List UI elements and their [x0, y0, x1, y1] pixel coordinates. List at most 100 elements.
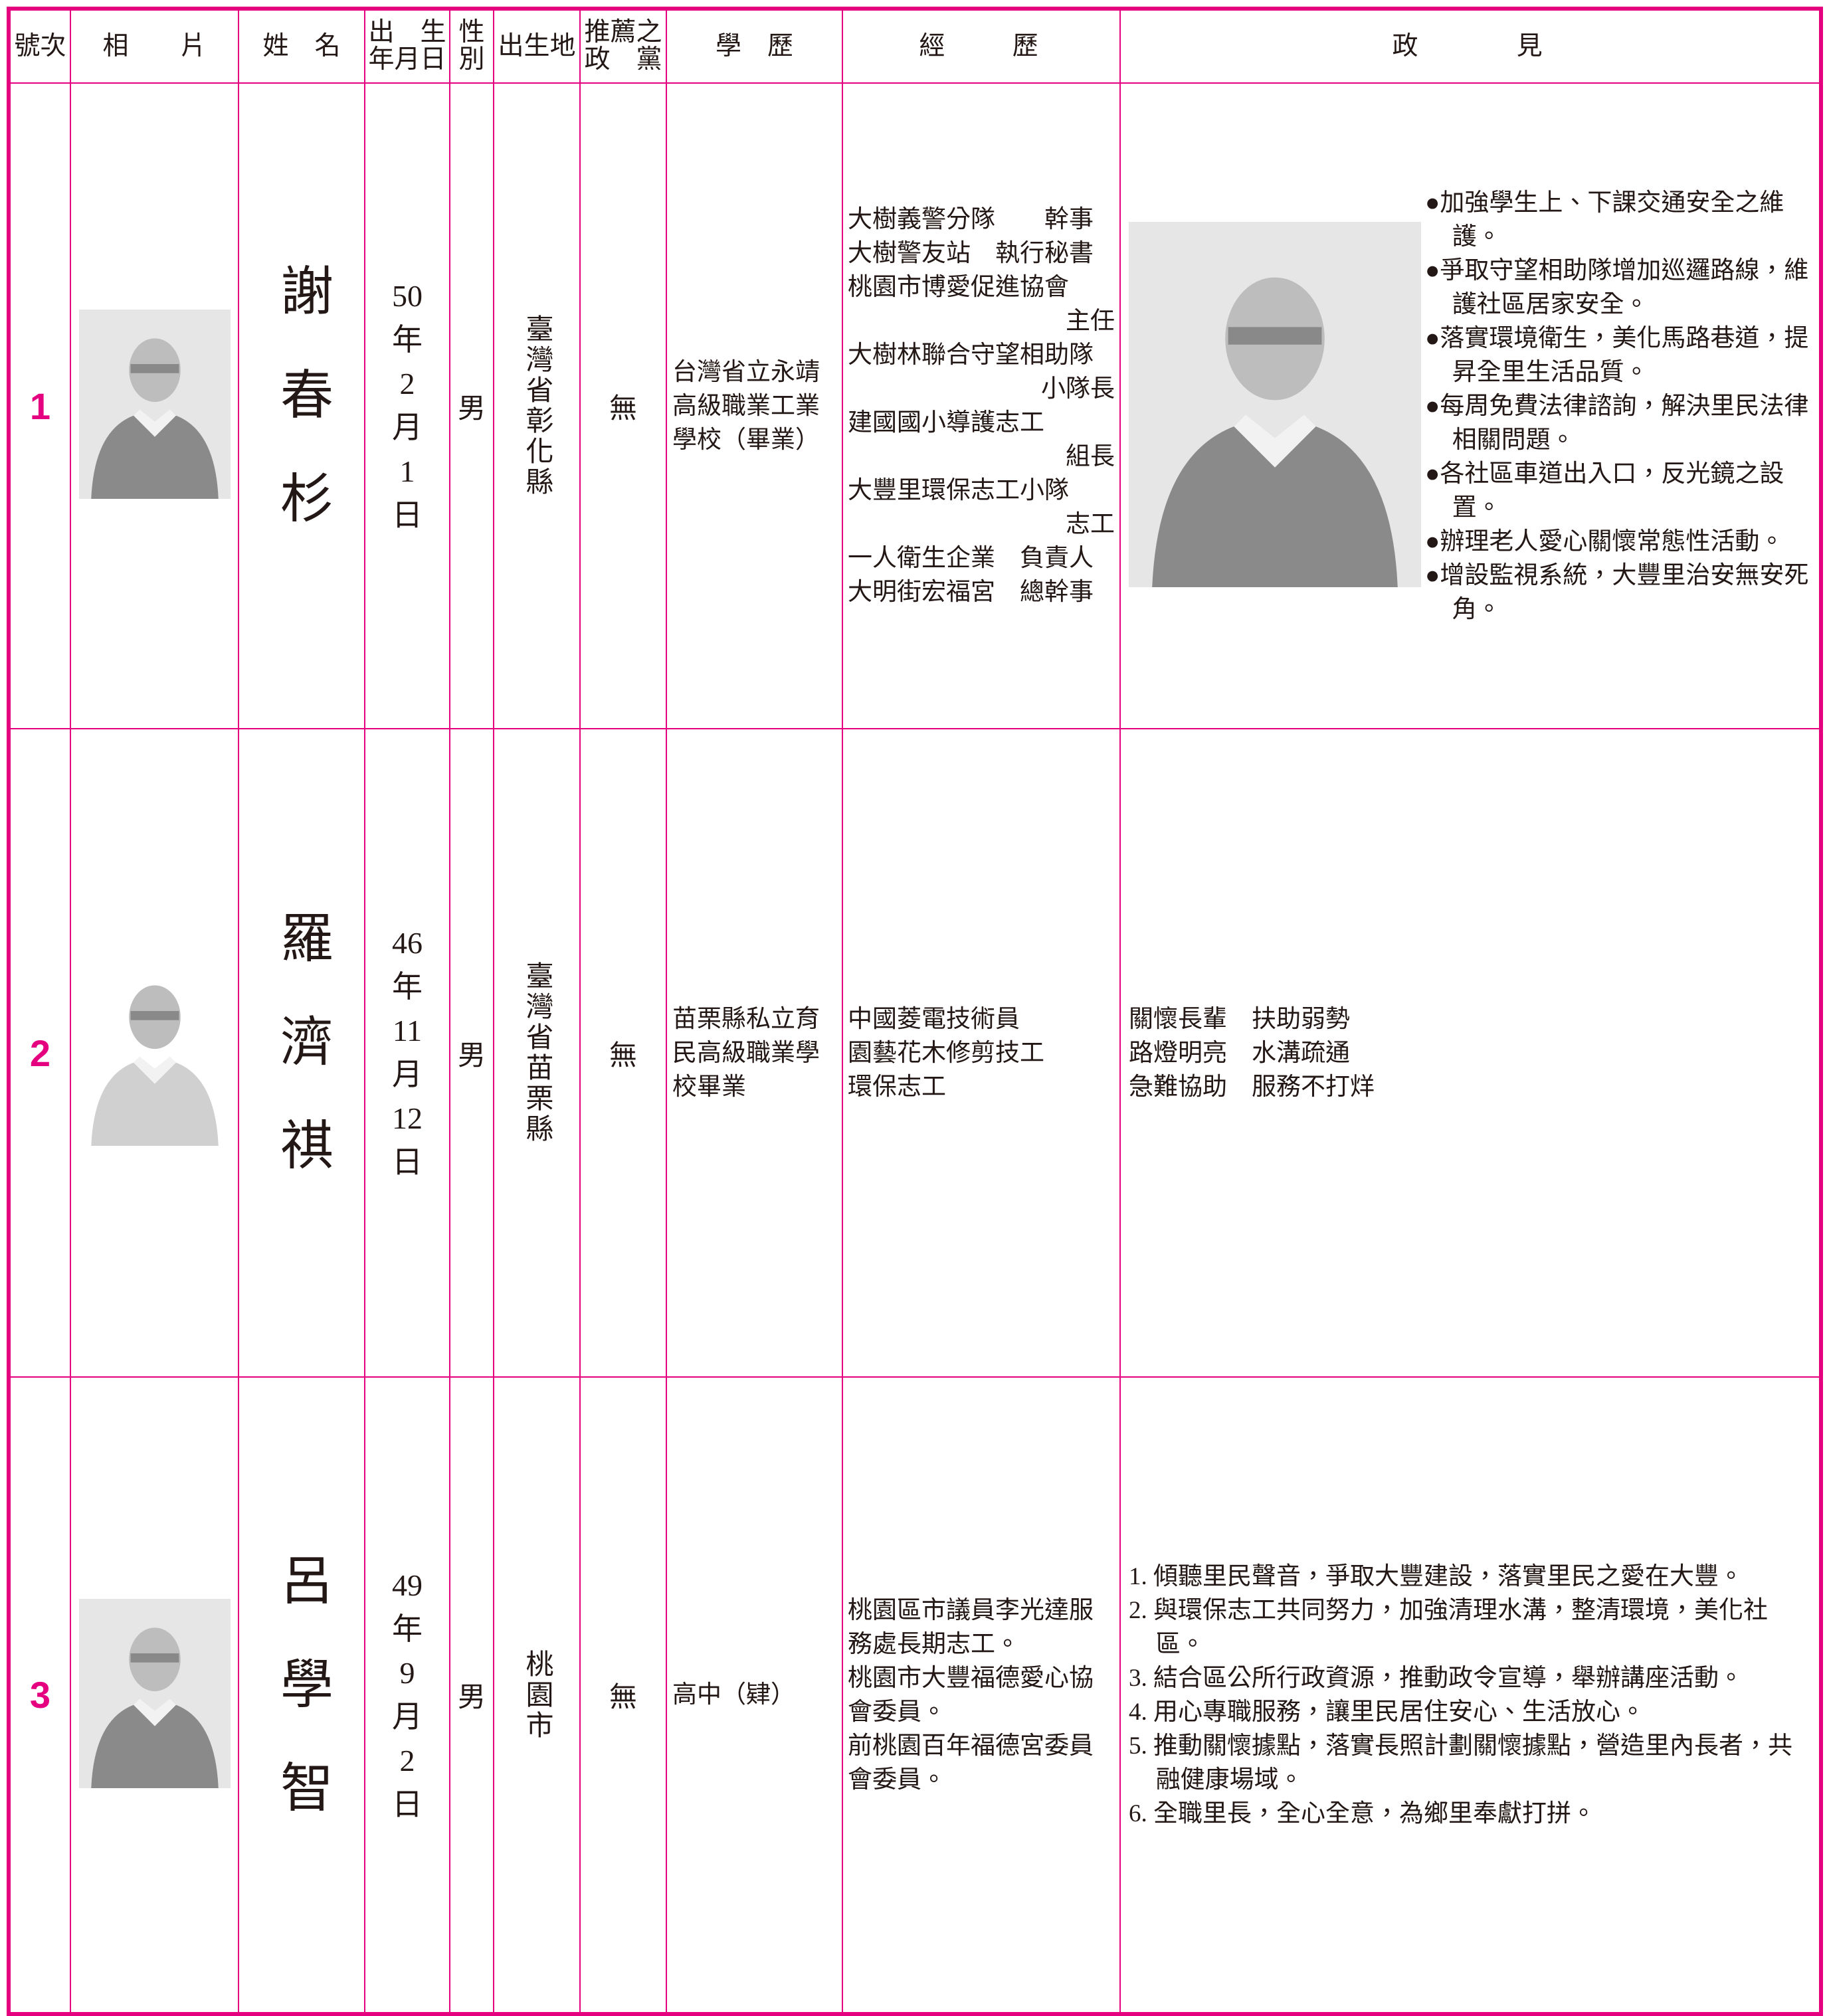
birth-part: 11	[392, 1014, 423, 1048]
gender: 男	[449, 728, 494, 1378]
education: 苗栗縣私立育民高級職業學校畢業	[666, 728, 843, 1378]
column-header: 出 生 年月日	[364, 8, 450, 84]
birthplace: 臺灣省苗栗縣	[522, 961, 552, 1145]
column-header: 推薦之 政 黨	[579, 8, 667, 84]
birthplace-cell: 桃園市	[493, 1376, 581, 2015]
candidate-row: 2 羅濟祺 46 年 11 月 12 日男臺灣省苗栗縣無苗栗縣私立育民高級職業學校畢業 中國菱電…	[8, 728, 1822, 1378]
policy-item: 1. 傾聽里民聲音，爭取大豐建設，落實里民之愛在大豐。	[1129, 1562, 1743, 1590]
photo-cell	[70, 728, 239, 1378]
policy-text: ●加強學生上、下課交通安全之維護。 ●爭取守望相助隊增加巡邏路線，維護社區居家安全…	[1425, 186, 1812, 626]
birth-part: 46	[392, 926, 423, 960]
experience-line: 建國國小導護志工	[848, 409, 1044, 436]
birthplace-cell: 臺灣省彰化縣	[493, 82, 581, 729]
birth-part: 年	[392, 323, 423, 357]
experience-line: 一人衛生企業 負責人	[848, 545, 1094, 572]
column-header: 出生地	[493, 8, 581, 84]
birth-cell: 49 年 9 月 2 日	[364, 1376, 450, 2015]
column-header: 號次	[8, 8, 71, 84]
photo	[1129, 221, 1421, 587]
birth-part: 2	[399, 1743, 415, 1778]
education: 台灣省立永靖高級職業工業學校（畢業）	[666, 82, 843, 729]
experience-line: 桃園市博愛促進協會	[848, 274, 1069, 301]
name-cell: 羅濟祺	[238, 728, 365, 1378]
policy-cell: ●加強學生上、下課交通安全之維護。 ●爭取守望相助隊增加巡邏路線，維護社區居家安全…	[1119, 82, 1822, 729]
education: 高中（肄）	[666, 1376, 843, 2015]
birth-part: 49	[392, 1568, 423, 1602]
name: 羅濟祺	[272, 910, 331, 1221]
gender: 男	[449, 82, 494, 729]
policy-wrap: 1. 傾聽里民聲音，爭取大豐建設，落實里民之愛在大豐。 2. 與環保志工共同努力，…	[1121, 1560, 1819, 1831]
policy-cell: 1. 傾聽里民聲音，爭取大豐建設，落實里民之愛在大豐。 2. 與環保志工共同努力，…	[1119, 1376, 1822, 2015]
column-header: 相 片	[70, 8, 239, 84]
policy-item: 6. 全職里長，全心全意，為鄉里奉獻打拼。	[1129, 1799, 1596, 1827]
experience-cell: 中國菱電技術員 園藝花木修剪技工 環保志工	[842, 728, 1121, 1378]
candidate-row: 3 呂學智 49 年 9 月 2 日男桃園市無高中（肄） 桃園區市議員李光達服務處長期志工。 桃園…	[8, 1376, 1822, 2015]
campaign-photo	[1129, 175, 1421, 637]
birth-part: 9	[399, 1655, 415, 1690]
policy-item: ●辦理老人愛心關懷常態性活動。	[1425, 527, 1784, 555]
experience-line: 組長	[1066, 443, 1115, 470]
birth-part: 日	[392, 1145, 423, 1179]
experience-line: 桃園市大豐福德愛心協會委員。	[848, 1664, 1094, 1726]
name-cell: 呂學智	[238, 1376, 365, 2015]
name-cell: 謝春杉	[238, 82, 365, 729]
experience-line: 環保志工	[848, 1073, 946, 1101]
number: 1	[8, 82, 71, 729]
birth-cell: 50 年 2 月 1 日	[364, 82, 450, 729]
experience-line: 主任	[1066, 308, 1115, 335]
photo-cell	[70, 1376, 239, 2015]
birthplace: 臺灣省彰化縣	[522, 314, 552, 498]
experience-line: 小隊長	[1041, 375, 1115, 403]
header-row: 號次相 片姓 名出 生 年月日性 別出生地 推薦之 政 黨學 歷經 歷政 見	[8, 8, 1822, 84]
number: 2	[8, 728, 71, 1378]
experience-line: 志工	[1066, 511, 1115, 538]
policy-wrap: ●加強學生上、下課交通安全之維護。 ●爭取守望相助隊增加巡邏路線，維護社區居家安全…	[1121, 175, 1819, 637]
party: 無	[579, 1376, 667, 2015]
policy-item: 2. 與環保志工共同努力，加強清理水溝，整清環境，美化社區。	[1129, 1596, 1768, 1658]
party: 無	[579, 82, 667, 729]
photo-cell	[70, 82, 239, 729]
candidate-row: 1 謝春杉 50 年 2 月 1 日男臺灣省彰化縣無台灣省立永靖高級職業工業學校（畢業） 大樹義…	[8, 82, 1822, 729]
birth-part: 月	[392, 1057, 423, 1091]
column-header: 政 見	[1119, 8, 1822, 84]
policy-item: ●落實環境衛生，美化馬路巷道，提昇全里生活品質。	[1425, 324, 1809, 386]
photo	[78, 1598, 231, 1788]
experience-line: 大樹林聯合守望相助隊	[848, 341, 1094, 369]
policy-item: 關懷長輩 扶助弱勢	[1129, 1005, 1350, 1033]
policy-item: 急難協助 服務不打烊	[1129, 1073, 1375, 1101]
policy-cell: 關懷長輩 扶助弱勢 路燈明亮 水溝疏通 急難協助 服務不打烊	[1119, 728, 1822, 1378]
table-body: 1 謝春杉 50 年 2 月 1 日男臺灣省彰化縣無台灣省立永靖高級職業工業學校（畢業） 大樹義…	[8, 82, 1822, 2015]
policy-wrap: 關懷長輩 扶助弱勢 路燈明亮 水溝疏通 急難協助 服務不打烊	[1121, 1002, 1819, 1104]
birthplace-cell: 臺灣省苗栗縣	[493, 728, 581, 1378]
photo	[90, 985, 219, 1146]
birth-part: 年	[392, 970, 423, 1004]
policy-text: 關懷長輩 扶助弱勢 路燈明亮 水溝疏通 急難協助 服務不打烊	[1129, 1002, 1812, 1104]
experience-line: 前桃園百年福德宮委員會委員。	[848, 1732, 1094, 1793]
experience-cell: 桃園區市議員李光達服務處長期志工。 桃園市大豐福德愛心協會委員。 前桃園百年福德宮委…	[842, 1376, 1121, 2015]
experience-line: 園藝花木修剪技工	[848, 1039, 1044, 1067]
policy-item: ●加強學生上、下課交通安全之維護。	[1425, 189, 1784, 250]
birth-part: 月	[392, 1699, 423, 1734]
policy-item: ●爭取守望相助隊增加巡邏路線，維護社區居家安全。	[1425, 256, 1809, 318]
birth-part: 月	[392, 411, 423, 444]
birth-part: 12	[392, 1101, 423, 1135]
policy-item: ●各社區車道出入口，反光鏡之設置。	[1425, 460, 1784, 521]
policy-text: 1. 傾聽里民聲音，爭取大豐建設，落實里民之愛在大豐。 2. 與環保志工共同努力，…	[1129, 1560, 1812, 1831]
birth-part: 2	[399, 367, 415, 401]
experience-line: 大樹義警分隊 幹事	[848, 206, 1094, 233]
birth-part: 50	[392, 279, 423, 313]
birth-part: 年	[392, 1611, 423, 1646]
policy-item: 路燈明亮 水溝疏通	[1129, 1039, 1350, 1067]
experience-line: 桃園區市議員李光達服務處長期志工。	[848, 1596, 1094, 1658]
column-header: 學 歷	[666, 8, 843, 84]
name: 呂學智	[272, 1552, 331, 1863]
birthplace: 桃園市	[522, 1649, 552, 1741]
gender: 男	[449, 1376, 494, 2015]
experience-line: 大豐里環保志工小隊	[848, 477, 1069, 504]
name: 謝春杉	[272, 263, 331, 574]
column-header: 性 別	[449, 8, 494, 84]
birth-part: 1	[399, 454, 415, 488]
